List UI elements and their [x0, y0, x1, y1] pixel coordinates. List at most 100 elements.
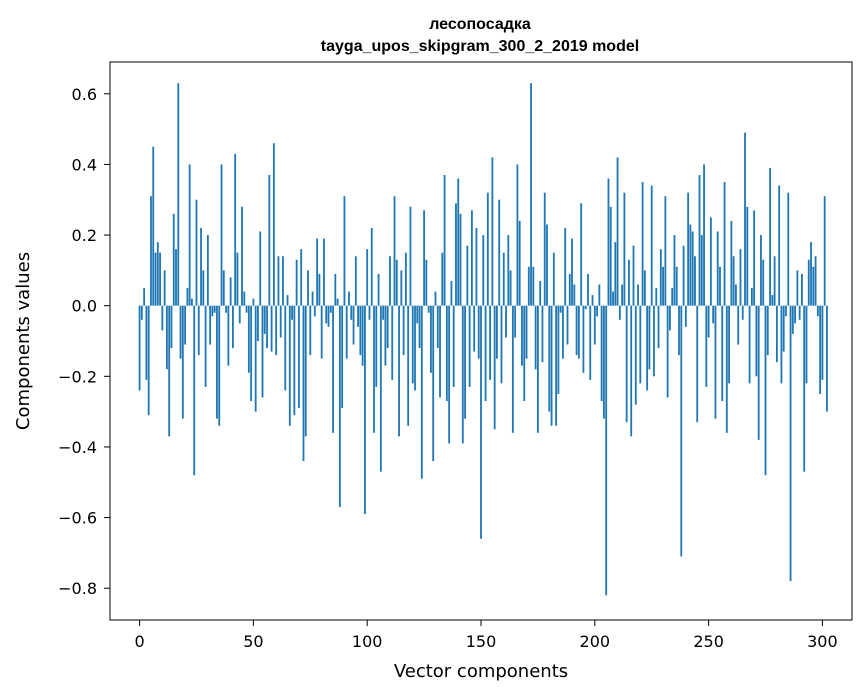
bar: [427, 305, 430, 313]
bar: [557, 305, 560, 394]
bar: [156, 242, 159, 306]
bar: [200, 227, 202, 306]
bar: [521, 305, 523, 366]
bar: [534, 305, 537, 370]
x-tick-label: 50: [243, 632, 263, 651]
bar: [623, 192, 626, 306]
bar: [603, 305, 605, 419]
bar: [288, 305, 291, 426]
bar: [161, 305, 164, 331]
bar: [719, 266, 721, 306]
bar: [193, 305, 196, 476]
bar: [584, 305, 587, 310]
bar: [621, 284, 624, 306]
bar: [359, 305, 362, 356]
bar: [222, 270, 225, 306]
x-tick-label: 250: [693, 632, 724, 651]
bar: [587, 273, 589, 306]
bar: [514, 305, 517, 338]
bar: [307, 270, 309, 306]
bar: [516, 164, 519, 306]
y-tick-label: −0.4: [58, 438, 97, 457]
bar: [682, 245, 685, 306]
bar: [236, 252, 239, 306]
x-axis-label: Vector components: [394, 661, 568, 682]
bar: [807, 259, 810, 306]
bar: [154, 252, 157, 306]
bar: [216, 305, 218, 419]
bar: [257, 305, 259, 341]
bar: [168, 305, 171, 437]
bar: [350, 305, 353, 320]
bar: [523, 305, 526, 402]
chart-subtitle: tayga_upos_skipgram_300_2_2019 model: [321, 38, 639, 55]
bar: [441, 252, 444, 306]
bar: [641, 182, 644, 306]
x-axis: 0 50 100 150 200 250 300: [134, 620, 838, 651]
bar: [546, 224, 548, 306]
bar: [414, 305, 416, 391]
bar: [803, 305, 806, 472]
bar: [575, 305, 578, 356]
bar: [473, 305, 476, 352]
bar: [778, 185, 781, 306]
bar: [766, 305, 769, 356]
bar: [564, 227, 567, 306]
y-tick-label: 0.4: [72, 155, 97, 174]
bar: [798, 305, 801, 320]
bar: [445, 305, 448, 402]
bar: [432, 305, 435, 462]
bar: [275, 305, 278, 356]
bar: [593, 305, 596, 345]
bar: [637, 284, 639, 306]
bar: [496, 305, 498, 359]
bar: [518, 220, 521, 306]
bar: [443, 175, 446, 306]
bar: [389, 256, 391, 306]
bar: [618, 305, 621, 320]
bar: [266, 305, 268, 349]
bar: [541, 305, 544, 363]
bar: [794, 305, 797, 324]
bar: [329, 305, 332, 313]
bar: [261, 305, 264, 398]
bar: [140, 305, 143, 320]
bar: [632, 245, 635, 306]
bar: [826, 305, 828, 412]
bar: [175, 249, 177, 306]
bar: [643, 270, 646, 306]
bar: [664, 196, 667, 306]
bar: [279, 305, 282, 338]
bar: [482, 235, 485, 306]
bar: [282, 256, 284, 306]
bar: [341, 305, 344, 409]
bar: [659, 249, 662, 306]
bar: [746, 206, 749, 306]
bar: [188, 164, 191, 306]
bar: [211, 305, 214, 317]
bar: [272, 143, 275, 306]
bar: [785, 305, 787, 317]
bar: [411, 305, 414, 384]
bar: [725, 305, 728, 433]
bar: [630, 305, 633, 437]
bar: [543, 192, 546, 306]
bar: [220, 164, 223, 306]
x-tick-label: 200: [580, 632, 611, 651]
bar: [787, 192, 790, 306]
x-tick-label: 150: [466, 632, 497, 651]
bar: [646, 305, 649, 391]
bar: [600, 305, 603, 402]
bar: [270, 305, 273, 352]
bar: [318, 273, 321, 306]
bar: [525, 305, 528, 359]
bar: [562, 305, 564, 359]
bar: [434, 291, 437, 306]
bar: [612, 291, 614, 306]
bar: [468, 305, 471, 387]
bar: [493, 305, 496, 430]
x-tick-label: 0: [134, 632, 144, 651]
bar: [409, 206, 412, 306]
bar: [596, 305, 598, 317]
